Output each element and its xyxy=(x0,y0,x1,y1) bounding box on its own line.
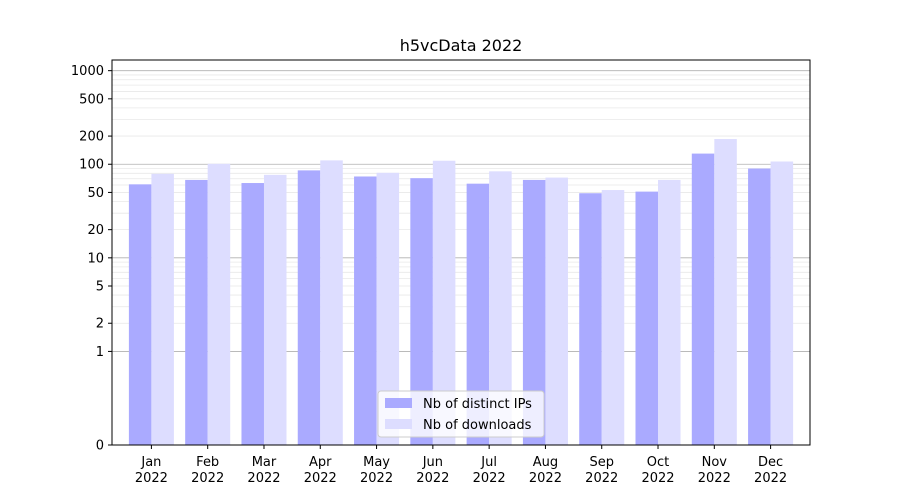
x-tick-label-year: 2022 xyxy=(754,471,787,486)
bar-downloads-jan xyxy=(151,173,174,446)
bar-downloads-may xyxy=(376,172,400,445)
legend-swatch-ips xyxy=(385,398,412,408)
plot-frame xyxy=(111,59,811,446)
x-tick-label-year: 2022 xyxy=(585,471,618,486)
bar-ips-apr xyxy=(297,170,321,445)
y-tick-label: 100 xyxy=(79,158,104,173)
y-axis: 0 1 2 5 10 20 50 100 200 500 1000 xyxy=(71,64,112,454)
bar-ips-sep xyxy=(579,193,602,445)
bar-ips-oct xyxy=(635,191,659,445)
bar-ips-jan xyxy=(128,184,152,445)
bar-downloads-jun xyxy=(432,160,456,446)
bar-downloads-feb xyxy=(207,163,231,445)
x-tick-label-year: 2022 xyxy=(529,471,562,486)
bar-downloads-mar xyxy=(263,174,287,445)
x-tick-label-year: 2022 xyxy=(135,471,168,486)
bar-ips-nov xyxy=(691,153,715,446)
bar-downloads-dec xyxy=(770,161,794,445)
legend-frame xyxy=(377,390,545,438)
y-tick-label: 2 xyxy=(96,317,104,332)
bar-downloads-sep xyxy=(601,190,625,445)
x-tick-label-year: 2022 xyxy=(247,471,280,486)
x-tick-label-month: Mar xyxy=(252,455,277,470)
x-tick-label-month: May xyxy=(363,455,390,470)
bar-downloads-aug xyxy=(545,177,568,446)
legend-label-downloads: Nb of downloads xyxy=(423,418,532,433)
x-tick-label-month: Jul xyxy=(480,455,497,470)
bar-ips-jul xyxy=(466,183,490,445)
bar-downloads-oct xyxy=(658,179,681,445)
legend-label-ips: Nb of distinct IPs xyxy=(423,397,532,412)
chart-title: h5vcData 2022 xyxy=(400,36,523,55)
y-tick-label: 1 xyxy=(96,345,104,360)
y-tick-label: 1000 xyxy=(71,64,104,79)
bar-ips-may xyxy=(354,176,377,446)
x-tick-label-year: 2022 xyxy=(473,471,506,486)
legend-swatch-downloads xyxy=(385,419,412,429)
y-tick-label: 50 xyxy=(87,186,104,201)
x-tick-label-month: Jan xyxy=(140,455,161,470)
x-tick-label-year: 2022 xyxy=(641,471,674,486)
x-tick-label-month: Nov xyxy=(702,455,728,470)
x-axis: Jan2022Feb2022Mar2022Apr2022May2022Jun20… xyxy=(135,445,787,486)
bar-downloads-apr xyxy=(320,160,343,445)
legend: Nb of distinct IPs Nb of downloads xyxy=(377,390,545,438)
x-tick-label-year: 2022 xyxy=(416,471,449,486)
x-tick-label-year: 2022 xyxy=(304,471,337,486)
x-tick-label-year: 2022 xyxy=(191,471,224,486)
bar-ips-mar xyxy=(241,183,264,446)
bar-ips-feb xyxy=(185,179,208,445)
bar-downloads-nov xyxy=(714,139,737,445)
x-tick-label-month: Sep xyxy=(589,455,614,470)
x-tick-label-month: Apr xyxy=(309,455,332,470)
x-tick-label-month: Aug xyxy=(533,455,558,470)
y-tick-label: 5 xyxy=(96,280,104,295)
y-tick-label: 10 xyxy=(87,251,104,266)
x-tick-label-month: Jun xyxy=(422,455,443,470)
bar-ips-dec xyxy=(748,168,771,445)
x-tick-label-month: Feb xyxy=(196,455,219,470)
y-tick-label: 0 xyxy=(96,439,104,454)
bar-ips-aug xyxy=(522,179,546,445)
x-tick-label-year: 2022 xyxy=(698,471,731,486)
x-tick-label-year: 2022 xyxy=(360,471,393,486)
y-tick-label: 200 xyxy=(79,130,104,145)
x-tick-label-month: Oct xyxy=(647,455,669,470)
bar-downloads-jul xyxy=(489,171,512,445)
bar-ips-jun xyxy=(410,178,433,445)
bars xyxy=(128,139,794,446)
y-tick-label: 20 xyxy=(87,223,104,238)
y-tick-label: 500 xyxy=(79,92,104,107)
x-tick-label-month: Dec xyxy=(758,455,783,470)
